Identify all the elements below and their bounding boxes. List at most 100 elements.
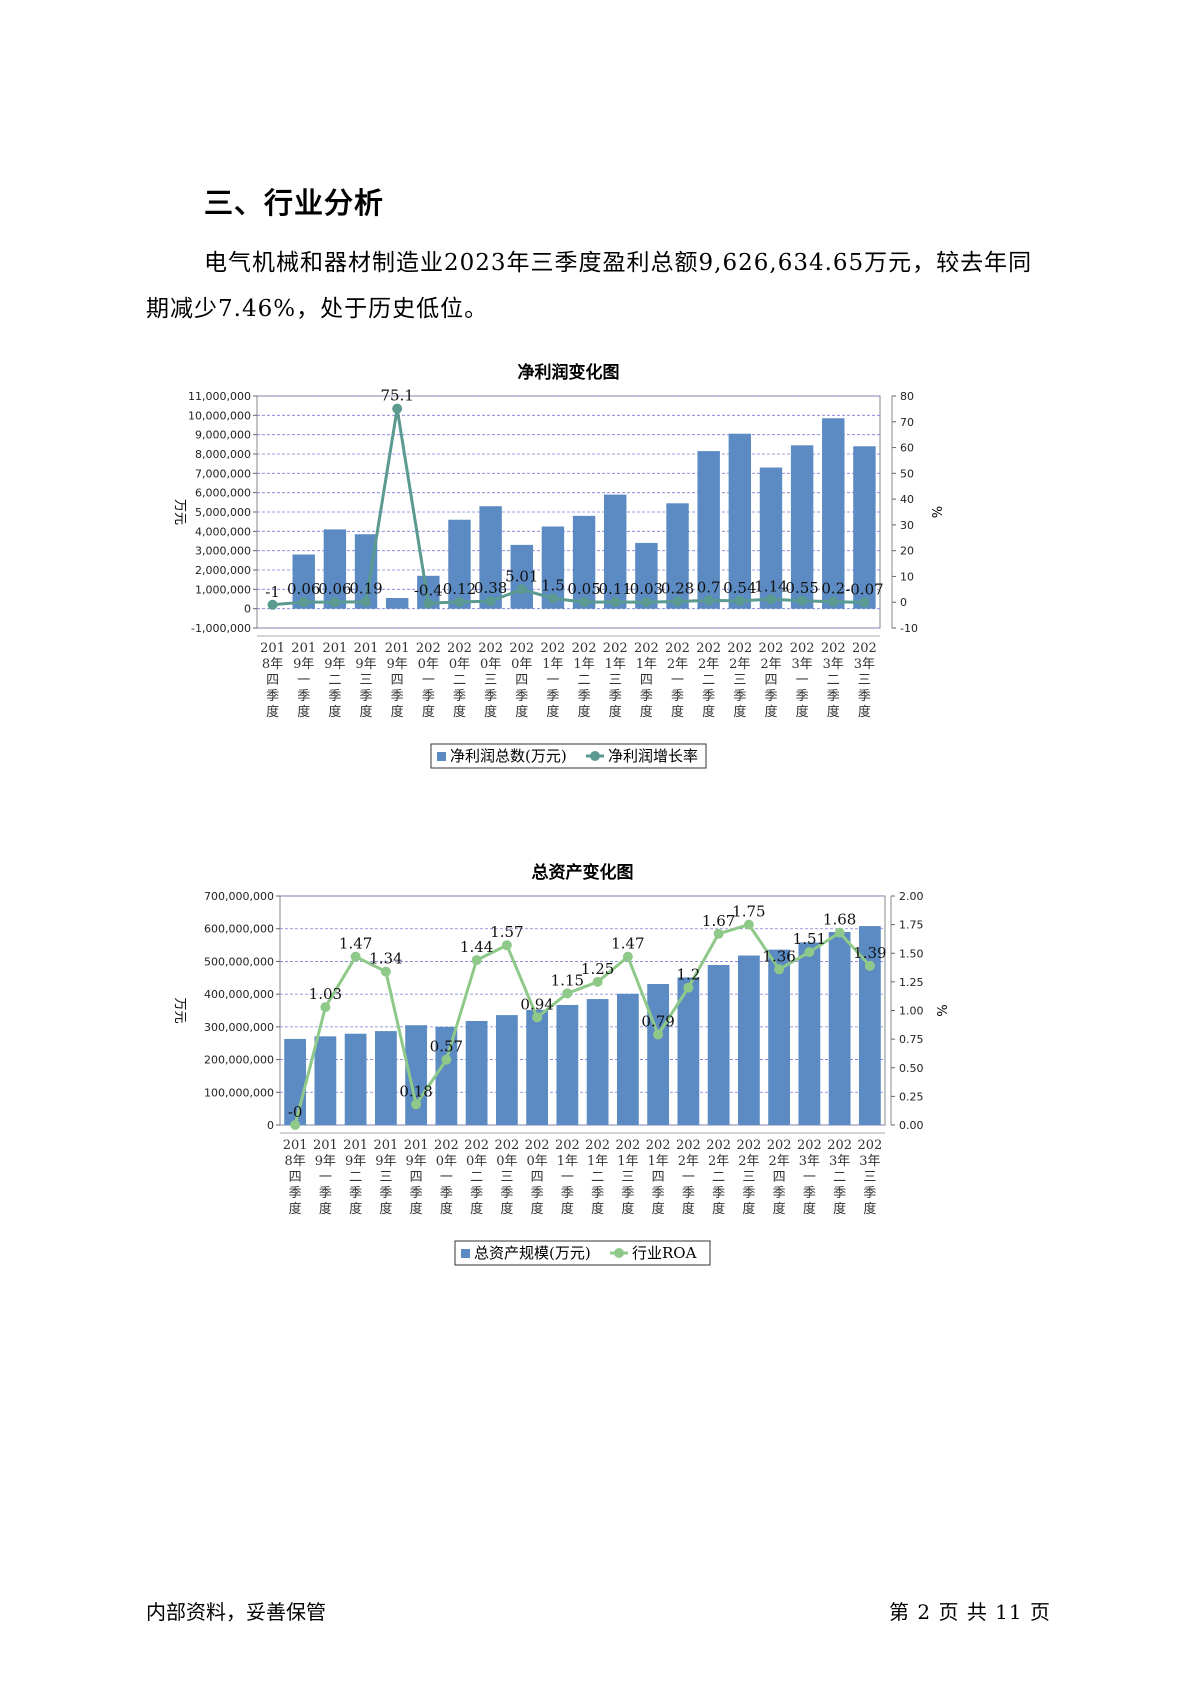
bar: [586, 999, 609, 1125]
x-tick-label: 202 0年二季度: [447, 641, 472, 720]
line-point: [797, 595, 808, 606]
x-tick-label: 202 1年一季度: [555, 1138, 580, 1217]
bar: [323, 529, 347, 609]
section-title: 三、行业分析: [204, 186, 385, 220]
line-point: [329, 597, 340, 608]
data-label: 0.57: [430, 1038, 463, 1056]
line-point: [713, 928, 724, 939]
line-point: [579, 597, 590, 608]
y-tick-label: 2,000,000: [195, 564, 251, 577]
line-point: [641, 597, 652, 608]
y2-tick-label: -10: [900, 622, 918, 635]
data-label: 0.18: [399, 1082, 432, 1100]
data-label: 0.11: [599, 580, 632, 598]
x-tick-label: 202 2年三季度: [736, 1138, 761, 1217]
bar: [526, 1009, 549, 1125]
bar: [448, 519, 471, 609]
data-label: 0.55: [785, 579, 818, 597]
data-label: 1.75: [732, 903, 765, 921]
bar: [465, 1020, 488, 1125]
legend-frame: [454, 1240, 711, 1266]
x-tick-label: 201 9年四季度: [385, 641, 410, 720]
x-tick-label: 202 2年四季度: [767, 1138, 792, 1217]
bar: [354, 534, 378, 609]
line-series: [272, 408, 865, 607]
y2-tick-label: 0: [900, 596, 907, 609]
data-label: 5.01: [505, 567, 538, 585]
data-label: 0.05: [567, 580, 600, 598]
line-point: [411, 1099, 422, 1110]
line-point: [672, 596, 683, 607]
x-tick-label: 202 1年一季度: [541, 641, 566, 720]
bar: [677, 977, 700, 1125]
y2-axis-label: %: [933, 1004, 948, 1016]
y2-tick-label: 1.50: [899, 947, 924, 960]
x-tick-label: 202 0年四季度: [525, 1138, 550, 1217]
data-label: 0.12: [443, 580, 476, 598]
bar: [697, 451, 720, 609]
line-point: [532, 1012, 543, 1023]
line-point: [653, 1029, 664, 1040]
legend-bar-label: 总资产规模(万元): [474, 1244, 591, 1262]
line-point: [298, 597, 309, 608]
bar: [858, 926, 881, 1125]
y-tick-label: 500,000,000: [204, 955, 274, 968]
data-label: 0.19: [349, 580, 382, 598]
line-point: [380, 966, 391, 977]
x-tick-label: 202 0年一季度: [416, 641, 441, 720]
data-label: 1.57: [490, 923, 523, 941]
bar: [314, 1036, 337, 1125]
x-tick-label: 202 2年二季度: [696, 641, 721, 720]
bar: [822, 418, 845, 609]
x-tick-label: 202 0年二季度: [464, 1138, 489, 1217]
x-tick-label: 202 3年二季度: [821, 641, 846, 720]
x-tick-label: 201 9年一季度: [313, 1138, 338, 1217]
bar: [707, 965, 730, 1125]
x-tick-label: 202 3年二季度: [827, 1138, 852, 1217]
y2-tick-label: 1.25: [899, 976, 924, 989]
x-tick-label: 202 1年四季度: [646, 1138, 671, 1217]
bar: [479, 506, 502, 609]
x-tick-label: 202 2年四季度: [759, 641, 784, 720]
x-tick-label: 201 9年二季度: [322, 641, 347, 720]
line-point: [774, 964, 785, 975]
data-label: 0.03: [630, 580, 663, 598]
x-tick-label: 202 3年三季度: [857, 1138, 882, 1217]
y-tick-label: 11,000,000: [188, 390, 251, 403]
line-point: [320, 1002, 331, 1013]
y2-tick-label: 0.75: [899, 1033, 924, 1046]
y-axis-label: 万元: [172, 997, 187, 1023]
bar: [435, 1026, 458, 1125]
y2-tick-label: 30: [900, 519, 914, 532]
line-point: [501, 940, 512, 951]
bar: [405, 1025, 428, 1125]
data-label: 1.51: [793, 930, 826, 948]
bar: [828, 931, 851, 1125]
net-profit-chart-svg: 净利润变化图 -1,000,000 0 1,000,000 2,000,000 3,000…: [172, 362, 943, 769]
x-tick-label: 202 0年三季度: [478, 641, 503, 720]
line-series: [293, 922, 871, 1126]
x-tick-label: 201 8年四季度: [283, 1138, 308, 1217]
line-point: [441, 1054, 452, 1065]
data-label: 0.38: [474, 579, 507, 597]
y-tick-label: 100,000,000: [204, 1086, 274, 1099]
bar: [790, 445, 814, 609]
x-tick-label: 202 1年三季度: [603, 641, 628, 720]
y-tick-label: 400,000,000: [204, 988, 274, 1001]
y2-tick-label: 0.00: [899, 1119, 924, 1132]
legend-line-marker: [614, 1248, 624, 1258]
line-point: [804, 947, 815, 958]
x-tick-label: 202 1年三季度: [615, 1138, 640, 1217]
data-label: 1.14: [754, 577, 787, 595]
footer-confidential: 内部资料，妥善保管: [146, 1600, 326, 1624]
data-label: 75.1: [380, 387, 413, 405]
data-label: 1.36: [762, 947, 795, 965]
line-point: [703, 595, 714, 606]
x-tick-label: 202 1年二季度: [572, 641, 597, 720]
y-tick-label: 1,000,000: [195, 583, 251, 596]
footer-page-number: 第 2 页 共 11 页: [889, 1600, 1051, 1624]
line-point: [743, 919, 754, 930]
data-label: 1.15: [551, 971, 584, 989]
data-label: 1.47: [611, 935, 644, 953]
y-tick-label: 0: [244, 603, 251, 616]
